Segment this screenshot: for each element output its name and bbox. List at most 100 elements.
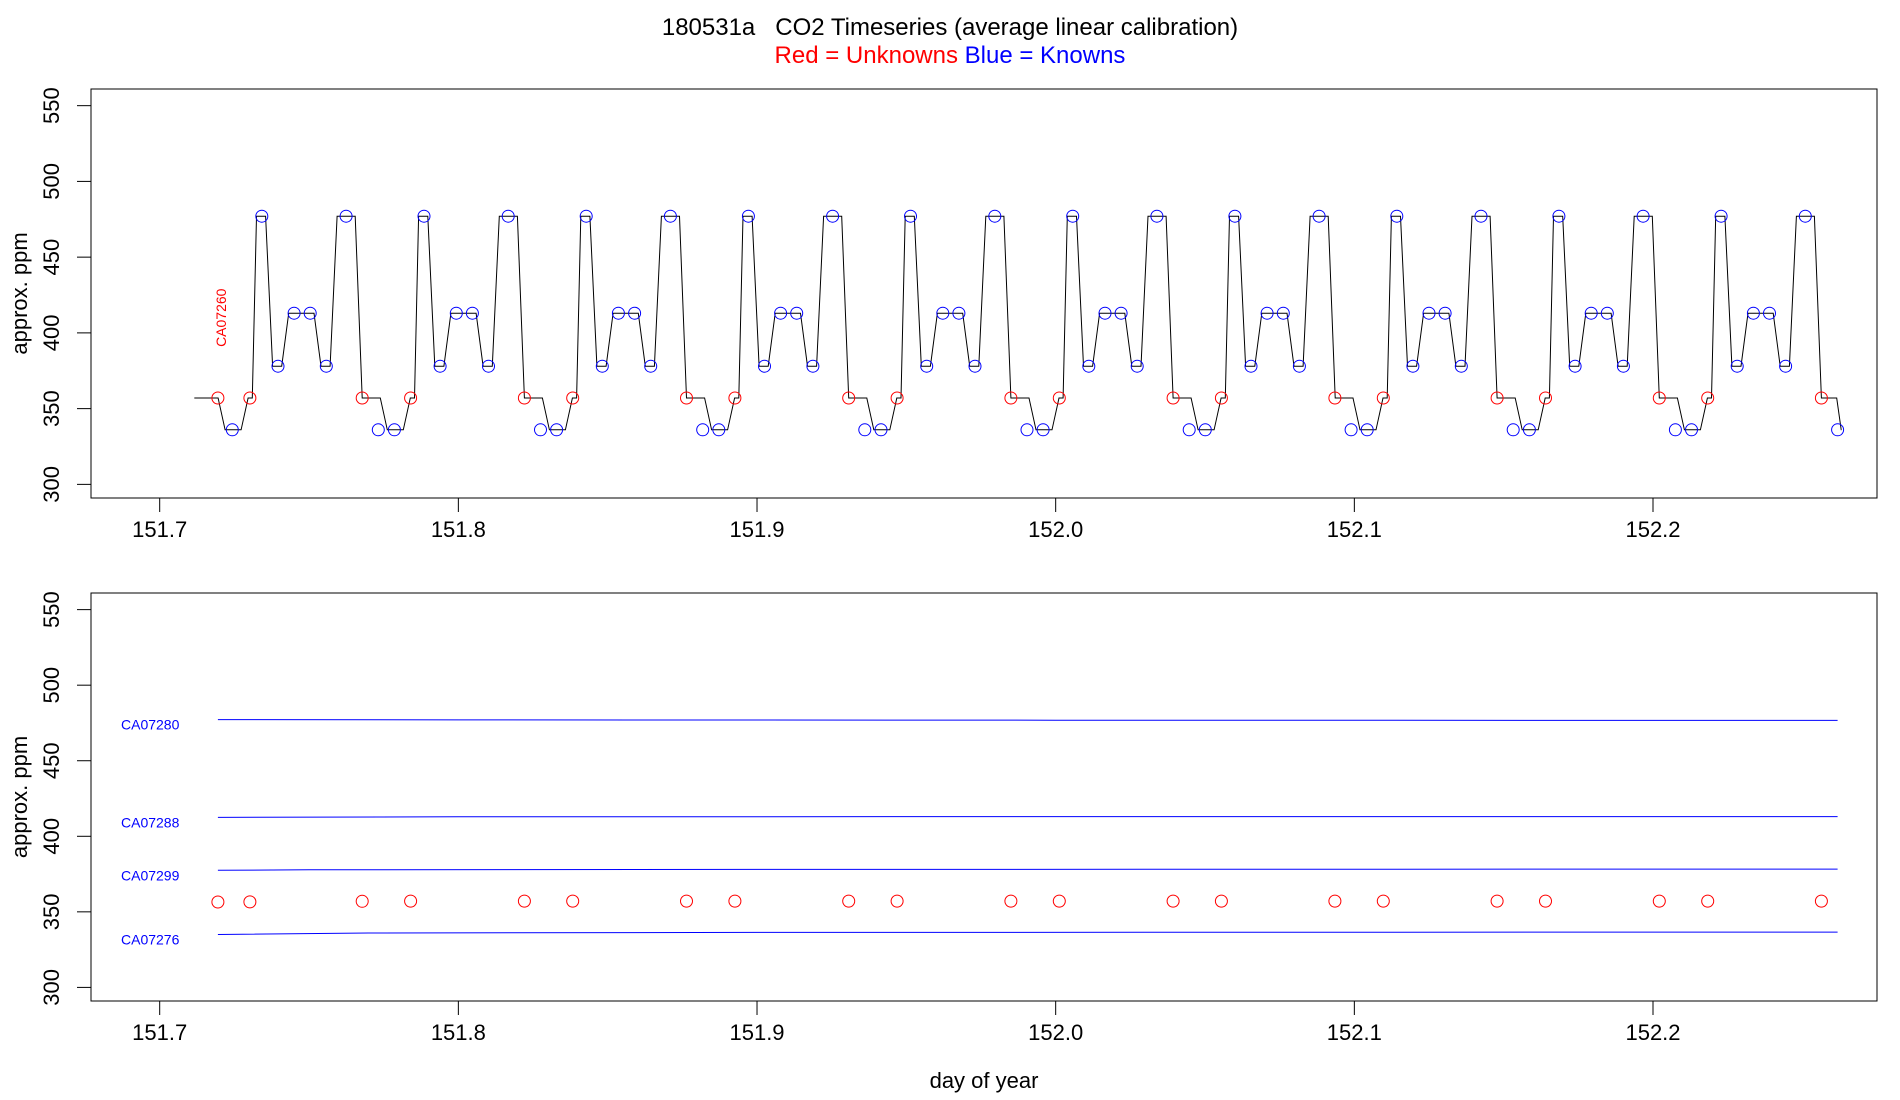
top-unknown-point xyxy=(1701,391,1715,405)
top-known-point xyxy=(952,306,966,320)
top-known-point xyxy=(904,209,917,223)
top-plot-frame xyxy=(90,88,1878,499)
top-unknown-point xyxy=(680,391,693,405)
bottom-unknown-point xyxy=(1376,894,1390,908)
top-known-point xyxy=(741,209,755,223)
top-known-point xyxy=(1066,209,1080,223)
top-unknown-point xyxy=(890,391,904,405)
top-unknown-point xyxy=(1166,391,1180,405)
legend-unknowns: Red = Unknowns xyxy=(774,42,958,69)
top-signal-trace xyxy=(194,215,1842,431)
top-known-point xyxy=(1714,209,1728,223)
top-known-point xyxy=(1584,306,1598,320)
top-known-point xyxy=(1150,209,1164,223)
top-known-point xyxy=(501,209,515,223)
top-known-point xyxy=(1668,423,1682,437)
top-known-point xyxy=(534,423,547,437)
top-known-point xyxy=(826,209,840,223)
top-unknown-point xyxy=(355,391,369,405)
top-x-tick-label: 152.2 xyxy=(1625,517,1680,542)
top-known-point xyxy=(1406,359,1420,373)
top-known-point xyxy=(271,359,285,373)
top-known-point xyxy=(1312,209,1326,223)
top-known-point xyxy=(1276,306,1290,320)
bottom-y-tick-label: 450 xyxy=(39,742,64,779)
top-unknown-point xyxy=(728,391,742,405)
top-known-point xyxy=(1098,306,1112,320)
top-known-point xyxy=(1763,306,1776,320)
bottom-x-tick-label: 152.1 xyxy=(1327,1020,1382,1045)
top-unknown-point xyxy=(1328,391,1342,405)
top-known-point xyxy=(1422,306,1436,320)
top-y-tick-label: 500 xyxy=(39,163,64,200)
top-unknown-point xyxy=(1814,391,1828,405)
bottom-unknown-point xyxy=(243,895,257,909)
top-known-point xyxy=(1600,306,1614,320)
bottom-label-ca07299: CA07299 xyxy=(121,867,180,883)
top-unknown-point xyxy=(842,391,856,405)
bottom-y-tick-label: 300 xyxy=(39,969,64,1006)
top-known-point xyxy=(1831,423,1845,437)
top-unknown-point xyxy=(1376,391,1390,405)
bottom-line-ca07280 xyxy=(217,719,1838,721)
top-known-point xyxy=(1746,306,1760,320)
bottom-unknown-point xyxy=(1539,894,1552,908)
top-known-point xyxy=(1020,423,1034,437)
bottom-y-tick-label: 350 xyxy=(39,893,64,930)
top-known-point xyxy=(303,306,317,320)
top-x-tick-label: 151.7 xyxy=(132,517,187,542)
bottom-unknown-point xyxy=(680,894,693,908)
top-known-point xyxy=(1036,423,1050,437)
bottom-unknown-point xyxy=(1814,894,1828,908)
top-known-point xyxy=(1636,209,1650,223)
top-known-point xyxy=(433,359,447,373)
top-known-point xyxy=(1779,359,1793,373)
top-known-point xyxy=(644,359,658,373)
top-known-point xyxy=(225,423,239,437)
bottom-y-tick-label: 500 xyxy=(39,667,64,704)
top-y-tick-label: 300 xyxy=(39,466,64,503)
bottom-unknown-point xyxy=(1166,894,1180,908)
top-known-point xyxy=(1082,359,1096,373)
top-known-point xyxy=(988,209,1002,223)
bottom-unknown-point xyxy=(1490,894,1504,908)
bottom-label-ca07288: CA07288 xyxy=(121,814,180,830)
top-known-point xyxy=(1292,359,1306,373)
top-unknown-point xyxy=(1652,391,1666,405)
bottom-unknown-point xyxy=(211,895,225,909)
top-known-point xyxy=(1568,359,1582,373)
bottom-unknown-point xyxy=(890,894,904,908)
bottom-unknown-point xyxy=(1214,894,1228,908)
bottom-x-tick-label: 151.8 xyxy=(431,1020,486,1045)
top-unknown-point xyxy=(1214,391,1228,405)
top-known-point xyxy=(1344,423,1358,437)
top-known-point xyxy=(1454,359,1468,373)
top-unknown-point xyxy=(1490,391,1504,405)
top-known-point xyxy=(712,423,726,437)
top-unknown-point xyxy=(1052,391,1066,405)
bottom-unknown-point xyxy=(842,894,856,908)
bottom-unknown-point xyxy=(1004,894,1018,908)
bottom-unknown-point xyxy=(566,894,580,908)
top-known-point xyxy=(319,359,333,373)
bottom-label-ca07276: CA07276 xyxy=(121,932,180,948)
bottom-plot-frame xyxy=(90,592,1878,1002)
bottom-unknown-point xyxy=(1701,894,1715,908)
top-unknown-point xyxy=(517,391,531,405)
chart-title: 180531a CO2 Timeseries (average linear c… xyxy=(661,14,1239,41)
top-known-point xyxy=(858,423,872,437)
top-known-point xyxy=(1244,359,1258,373)
top-known-point xyxy=(287,306,301,320)
top-unknown-point xyxy=(1539,391,1552,405)
bottom-x-axis-label: day of year xyxy=(930,1068,1039,1093)
bottom-line-ca07276 xyxy=(217,931,1838,935)
bottom-x-tick-label: 152.0 xyxy=(1028,1020,1083,1045)
top-known-point xyxy=(339,209,353,223)
top-known-point xyxy=(611,306,625,320)
top-known-point xyxy=(663,209,677,223)
top-known-point xyxy=(579,209,593,223)
top-known-point xyxy=(595,359,609,373)
legend-knowns: Blue = Knowns xyxy=(964,42,1126,69)
top-y-tick-label: 450 xyxy=(39,239,64,276)
